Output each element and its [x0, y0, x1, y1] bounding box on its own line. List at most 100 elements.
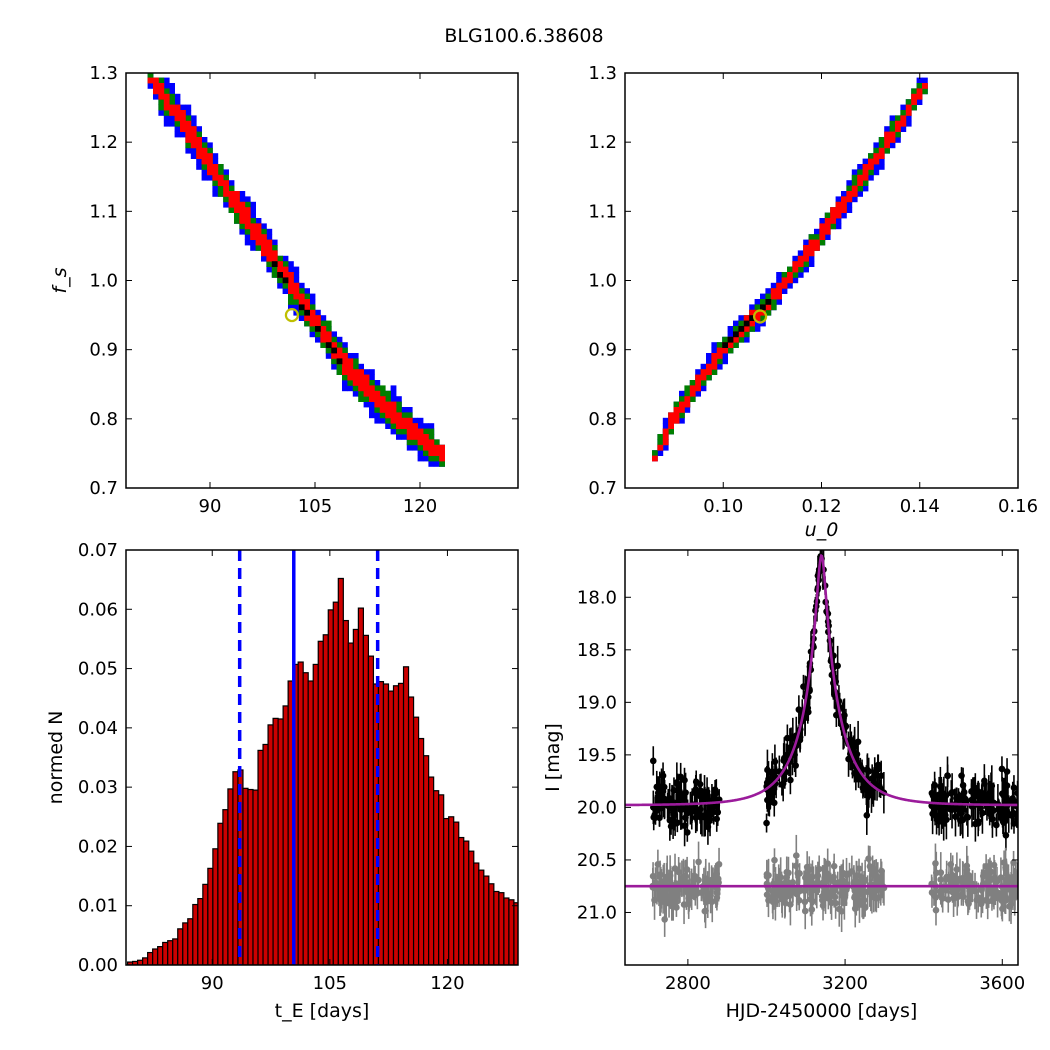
heatmap-cell: [851, 180, 858, 186]
heatmap-cell: [153, 77, 159, 84]
heatmap-cell: [228, 191, 235, 197]
data-point: [674, 819, 681, 827]
heatmap-cell: [439, 455, 445, 462]
heatmap-cell: [342, 347, 348, 354]
heatmap-cell: [185, 115, 192, 122]
heatmap-cell: [803, 245, 809, 251]
heatmap-cell: [212, 169, 219, 176]
heatmap-cell: [814, 228, 820, 235]
histogram-bar: [167, 940, 174, 965]
data-point: [855, 865, 863, 872]
x-tick-label: 0.14: [900, 496, 940, 517]
heatmap-cell: [878, 164, 885, 170]
heatmap-cell: [412, 439, 418, 446]
data-point: [651, 811, 658, 819]
histogram-bar: [322, 634, 329, 965]
heatmap-cell: [803, 261, 809, 267]
heatmap-cell: [266, 261, 273, 267]
heatmap-cell: [803, 239, 809, 246]
data-point: [671, 865, 679, 872]
data-point: [835, 905, 843, 913]
histogram-bar: [493, 890, 500, 965]
heatmap-cell: [363, 396, 370, 402]
heatmap-cell: [873, 147, 880, 154]
heatmap-cell: [277, 255, 283, 262]
heatmap-cell: [700, 380, 707, 386]
histogram-bar: [217, 822, 224, 965]
histogram-bar: [433, 790, 440, 965]
heatmap-cell: [185, 131, 192, 138]
heatmap-cell: [331, 347, 337, 354]
y-tick-label: 1.2: [588, 132, 617, 153]
heatmap-cell: [201, 164, 208, 170]
data-point: [877, 772, 885, 780]
axes-frame: [624, 549, 1019, 966]
histogram-bar: [574, 961, 579, 965]
data-point: [944, 896, 952, 903]
data-point: [1010, 886, 1018, 894]
heatmap-cell: [196, 126, 202, 132]
heatmap-cell: [352, 390, 359, 397]
histogram-bar: [438, 794, 445, 965]
histogram-bar: [357, 607, 364, 965]
data-point: [800, 887, 808, 894]
heatmap-cell: [433, 444, 440, 451]
heatmap-cell: [315, 331, 321, 338]
data-point: [865, 786, 873, 793]
heatmap-cell: [239, 207, 246, 213]
heatmap-cell: [315, 320, 321, 327]
heatmap-cell: [433, 450, 440, 456]
heatmap-cell: [846, 180, 853, 186]
data-point: [711, 786, 719, 793]
heatmap-cell: [342, 353, 348, 359]
y-tick-label: 0.03: [78, 777, 118, 798]
heatmap-cell: [163, 104, 170, 111]
heatmap-cell: [390, 417, 397, 424]
heatmap-cell: [846, 201, 853, 208]
heatmap-cell: [835, 223, 842, 230]
heatmap-cell: [223, 185, 229, 192]
heatmap-cell: [390, 423, 397, 429]
heatmap-cell: [406, 444, 413, 451]
data-point: [656, 871, 664, 878]
histogram-bar: [252, 789, 259, 965]
heatmap-cell: [266, 255, 273, 262]
y-tick-label: 0.06: [78, 599, 118, 620]
heatmap-cell: [439, 450, 445, 456]
heatmap-cell: [201, 153, 208, 159]
heatmap-level-core: [722, 299, 772, 348]
heatmap-cell: [417, 439, 424, 446]
heatmap-cell: [868, 174, 874, 181]
heatmap-cell: [163, 115, 170, 122]
y-tick-label: 20.0: [577, 797, 617, 818]
heatmap-cell: [673, 407, 680, 413]
heatmap-cell: [862, 164, 869, 170]
heatmap-cell: [363, 369, 370, 375]
heatmap-cell: [792, 261, 799, 267]
heatmap-cell: [749, 309, 755, 316]
heatmap-cell: [385, 417, 391, 424]
heatmap-cell: [244, 239, 251, 246]
heatmap-cell: [158, 77, 165, 84]
heatmap-cell: [857, 185, 863, 192]
data-point: [995, 806, 1003, 814]
best-fit-marker: [752, 309, 768, 324]
heatmap-cell: [662, 428, 669, 435]
heatmap-cell: [684, 401, 691, 408]
heatmap-cell: [207, 153, 213, 159]
heatmap-cell: [374, 385, 381, 392]
data-point: [943, 816, 950, 824]
histogram-bar: [267, 724, 274, 965]
heatmap-level-inner: [652, 83, 928, 462]
heatmap-cell: [174, 126, 181, 132]
heatmap-cell: [662, 444, 669, 451]
histogram-bar: [397, 682, 405, 965]
heatmap-cell: [374, 417, 381, 424]
heatmap-cell: [679, 401, 685, 408]
heatmap-cell: [668, 428, 674, 435]
heatmap-cell: [662, 423, 669, 429]
data-point: [947, 789, 955, 797]
heatmap-cell: [325, 347, 332, 354]
heatmap-cell: [266, 245, 273, 251]
heatmap-cell: [217, 174, 224, 181]
